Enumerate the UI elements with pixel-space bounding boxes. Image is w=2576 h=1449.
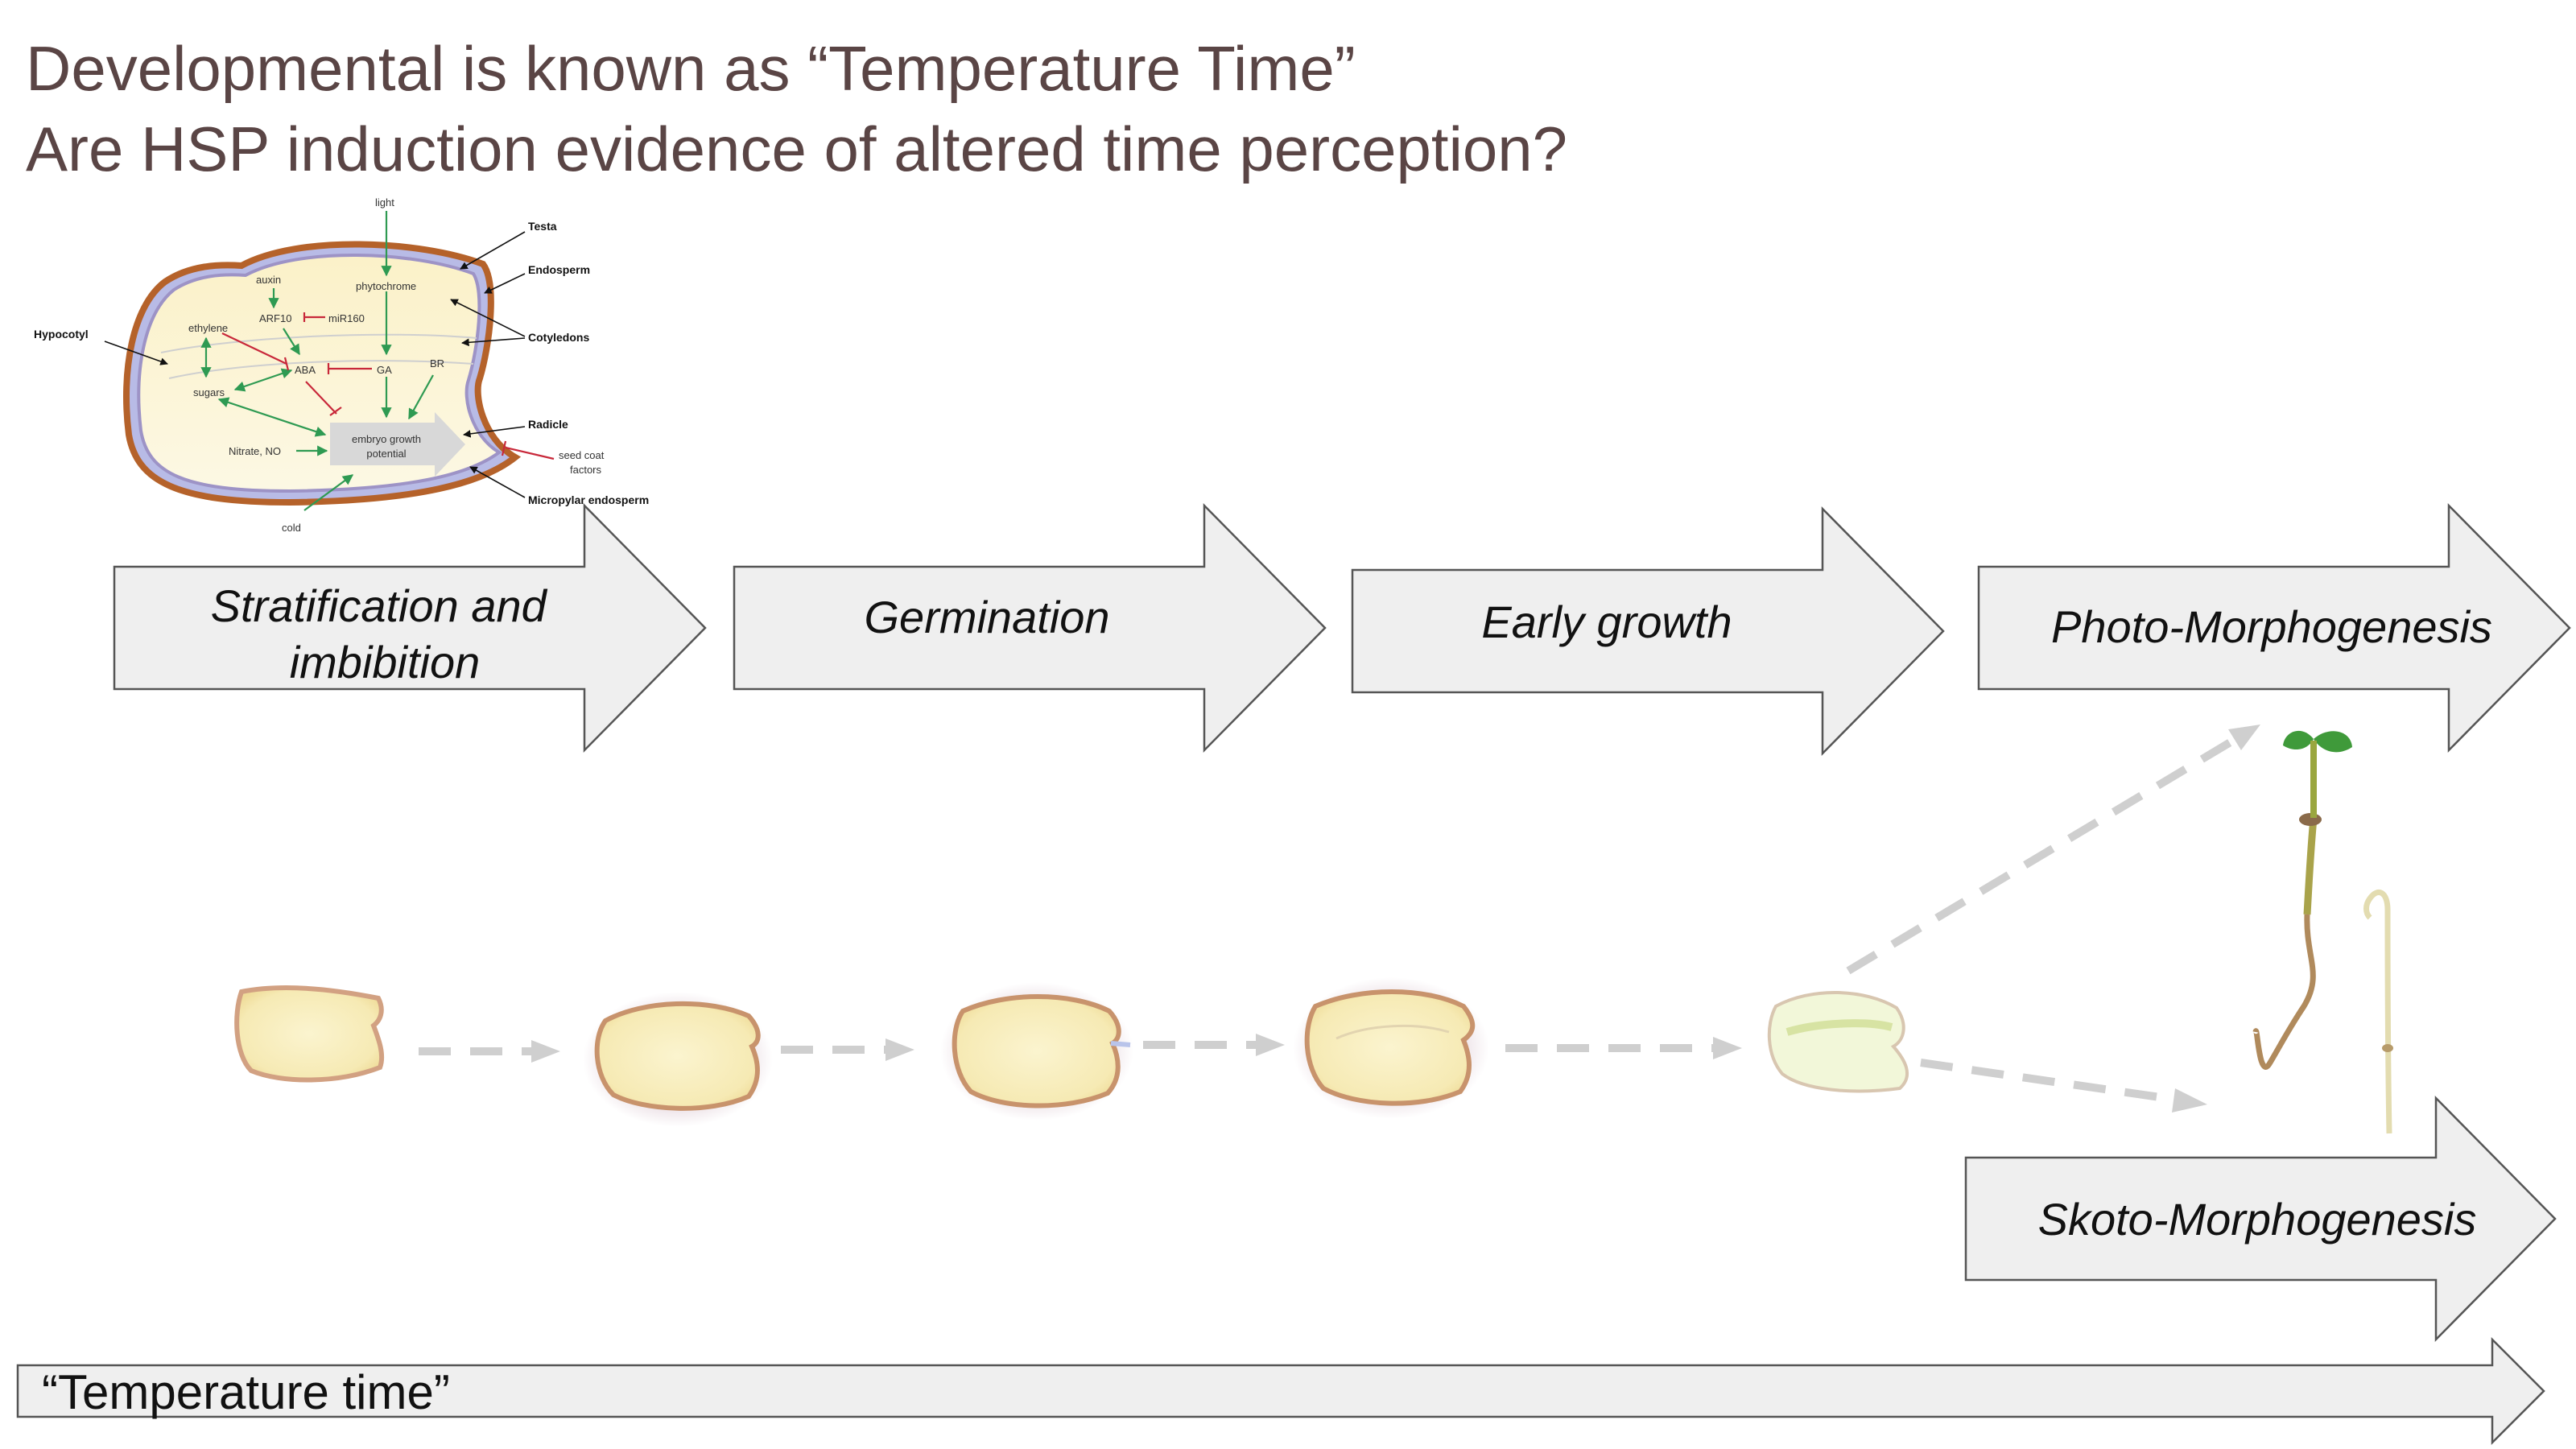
branch-arrow-dark [1920, 1059, 2207, 1113]
signal-arf10: ARF10 [259, 312, 291, 324]
cotyledons-pointer-1 [450, 299, 526, 337]
arf10-to-aba-arrow [283, 328, 300, 356]
br-to-embryo-arrow [408, 374, 434, 420]
signal-mir160: miR160 [328, 312, 365, 324]
part-endosperm: Endosperm [528, 263, 590, 276]
part-radicle: Radicle [528, 418, 568, 431]
seed-3-germinating [940, 982, 1133, 1121]
stage-arrow-stratification: Stratification and imbibition [113, 502, 707, 753]
branch-arrow-light [1846, 724, 2260, 975]
aba-inhibits-embryo [305, 381, 342, 416]
title-line-1: Developmental is known as “Temperature T… [26, 33, 1356, 104]
hypocotyl-pointer [104, 341, 168, 365]
signal-sugars: sugars [193, 386, 225, 398]
endosperm-pointer [484, 273, 526, 294]
part-micropylar-endosperm: Micropylar endosperm [528, 493, 649, 506]
radicle-pointer [463, 426, 526, 438]
embryo-label-line2: potential [366, 448, 406, 460]
signal-light: light [375, 196, 394, 208]
progress-arrow-4 [1505, 1037, 1742, 1059]
part-hypocotyl: Hypocotyl [34, 328, 89, 341]
progress-arrow-1 [419, 1040, 560, 1063]
seed-4-radicle-emergence [1293, 977, 1489, 1119]
signal-ga: GA [377, 364, 392, 376]
micropylar-pointer [469, 466, 526, 498]
seedcoat-label-line1: seed coat [559, 449, 605, 461]
temperature-time-arrow: “Temperature time” [16, 1336, 2545, 1446]
seed-5-early-seedling [1767, 990, 1909, 1093]
signal-auxin: auxin [256, 274, 281, 286]
testa-pointer [460, 231, 526, 270]
signal-aba: ABA [295, 364, 316, 376]
stage-arrow-skoto-morphogenesis: Skoto-Morphogenesis [1964, 1095, 2557, 1343]
signal-br: BR [430, 357, 444, 369]
stage-label-early-growth: Early growth [1481, 597, 1732, 647]
part-cotyledons: Cotyledons [528, 331, 589, 344]
progress-arrow-3 [1143, 1034, 1285, 1056]
ethylene-inhibits-aba [221, 332, 290, 371]
signal-cold: cold [282, 522, 301, 534]
seed-2-imbibed [583, 992, 773, 1127]
signal-ethylene: ethylene [188, 322, 228, 334]
progress-arrow-2 [781, 1038, 914, 1061]
stage-label-germination: Germination [864, 592, 1109, 642]
signal-nitrate: Nitrate, NO [229, 445, 281, 457]
ga-inhibits-aba [327, 363, 372, 374]
embryo-label-line1: embryo growth [352, 433, 421, 445]
seed-1-dry [234, 985, 385, 1083]
stage-label-skoto-morphogenesis: Skoto-Morphogenesis [2038, 1194, 2477, 1245]
sugars-embryo-arrow [217, 397, 327, 437]
seed-regulation-inset: light auxin phytochrome ARF10 miR160 eth… [34, 196, 649, 534]
mir160-inhibits-arf10 [303, 312, 325, 322]
cold-to-embryo-arrow [303, 474, 354, 511]
light-grown-seedling [2252, 730, 2352, 1070]
title-line-2: Are HSP induction evidence of altered ti… [26, 114, 1568, 184]
stage-arrow-early-growth: Early growth [1351, 506, 1945, 757]
dark-grown-seedling [2363, 890, 2393, 1134]
cotyledons-pointer-2 [461, 337, 526, 347]
stage-label-photo-morphogenesis: Photo-Morphogenesis [2051, 601, 2492, 652]
temperature-time-label: “Temperature time” [42, 1365, 450, 1419]
stage-arrow-germination: Germination [733, 502, 1327, 753]
stage-arrow-photo-morphogenesis: Photo-Morphogenesis [1977, 502, 2571, 753]
seedcoat-label-line2: factors [570, 464, 602, 476]
sugars-aba-arrow [233, 368, 293, 392]
part-testa: Testa [528, 220, 557, 233]
stage-label-stratification: Stratification and imbibition [211, 580, 559, 687]
seedcoat-inhibits-radicle [501, 440, 555, 460]
embryo-growth-arrow [330, 412, 465, 477]
signal-phytochrome: phytochrome [356, 280, 416, 292]
